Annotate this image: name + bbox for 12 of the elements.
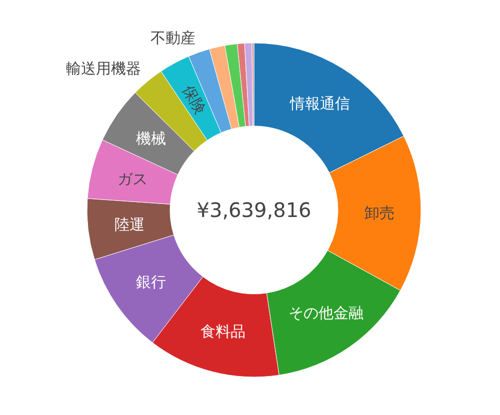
slice-label: 機械 xyxy=(136,129,166,148)
slice-label: 輸送用機器 xyxy=(66,60,142,78)
text: ¥3,639,816 xyxy=(196,198,312,222)
slice-label: 情報通信 xyxy=(289,94,350,112)
slice-label: 食料品 xyxy=(200,322,246,341)
slice-label: ガス xyxy=(117,170,148,188)
slice-label: 銀行 xyxy=(136,272,166,291)
slice-label: 陸運 xyxy=(114,216,144,234)
slice-label: 卸売 xyxy=(364,204,394,222)
slice-label: 保険 xyxy=(179,82,210,118)
slice-label: 不動産 xyxy=(150,28,196,47)
slice-label: その他金融 xyxy=(288,304,364,322)
